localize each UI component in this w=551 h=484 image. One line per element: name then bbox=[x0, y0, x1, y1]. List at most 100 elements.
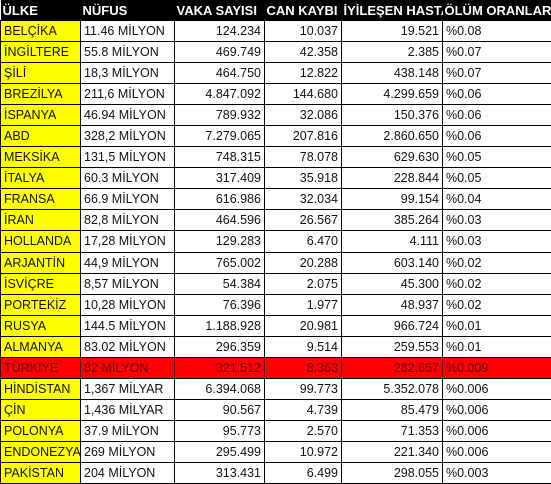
recovered-cell: 282.657 bbox=[342, 357, 443, 378]
population-cell: 8,57 MİLYON bbox=[81, 273, 175, 294]
deaths-cell: 78.078 bbox=[265, 147, 342, 168]
deaths-cell: 6.499 bbox=[265, 462, 342, 483]
cases-cell: 464.596 bbox=[175, 210, 265, 231]
population-cell: 204 MİLYON bbox=[81, 462, 175, 483]
population-cell: 82 MİLYON bbox=[81, 357, 175, 378]
recovered-cell: 45.300 bbox=[342, 273, 443, 294]
country-cell: ENDONEZYA bbox=[1, 441, 81, 462]
country-cell: ŞİLİ bbox=[1, 63, 81, 84]
country-cell: İSPANYA bbox=[1, 105, 81, 126]
cases-cell: 296.359 bbox=[175, 336, 265, 357]
country-cell: ALMANYA bbox=[1, 336, 81, 357]
death-rate-cell: %0.009 bbox=[443, 357, 551, 378]
deaths-cell: 35.918 bbox=[265, 168, 342, 189]
country-cell: İRAN bbox=[1, 210, 81, 231]
deaths-cell: 8.363 bbox=[265, 357, 342, 378]
population-cell: 269 MİLYON bbox=[81, 441, 175, 462]
death-rate-cell: %0.03 bbox=[443, 231, 551, 252]
country-cell: BREZİLYA bbox=[1, 84, 81, 105]
country-cell: TÜRKİYE bbox=[1, 357, 81, 378]
death-rate-cell: %0.02 bbox=[443, 294, 551, 315]
cases-cell: 469.749 bbox=[175, 42, 265, 63]
deaths-cell: 9.514 bbox=[265, 336, 342, 357]
country-cell: BELÇİKA bbox=[1, 21, 81, 42]
death-rate-cell: %0.006 bbox=[443, 420, 551, 441]
recovered-cell: 298.055 bbox=[342, 462, 443, 483]
country-cell: İNGİLTERE bbox=[1, 42, 81, 63]
population-cell: 1,367 MİLYAR bbox=[81, 378, 175, 399]
country-cell: PORTEKİZ bbox=[1, 294, 81, 315]
population-cell: 328,2 MİLYON bbox=[81, 126, 175, 147]
death-rate-cell: %0.006 bbox=[443, 378, 551, 399]
recovered-cell: 438.148 bbox=[342, 63, 443, 84]
deaths-cell: 207.816 bbox=[265, 126, 342, 147]
population-cell: 144.5 MİLYON bbox=[81, 315, 175, 336]
population-cell: 44,9 MİLYON bbox=[81, 252, 175, 273]
population-cell: 37.9 MİLYON bbox=[81, 420, 175, 441]
country-cell: HOLLANDA bbox=[1, 231, 81, 252]
cases-cell: 6.394.068 bbox=[175, 378, 265, 399]
cases-cell: 789.932 bbox=[175, 105, 265, 126]
cases-cell: 1.188.928 bbox=[175, 315, 265, 336]
header-death-rate: ÖLÜM ORANLARI bbox=[443, 0, 551, 21]
cases-cell: 54.384 bbox=[175, 273, 265, 294]
recovered-cell: 603.140 bbox=[342, 252, 443, 273]
cases-cell: 124.234 bbox=[175, 21, 265, 42]
cases-cell: 4.847.092 bbox=[175, 84, 265, 105]
population-cell: 55.8 MİLYON bbox=[81, 42, 175, 63]
death-rate-cell: %0.01 bbox=[443, 336, 551, 357]
death-rate-cell: %0.05 bbox=[443, 168, 551, 189]
death-rate-cell: %0.03 bbox=[443, 210, 551, 231]
population-cell: 82,8 MİLYON bbox=[81, 210, 175, 231]
deaths-cell: 10.037 bbox=[265, 21, 342, 42]
population-cell: 11.46 MİLYON bbox=[81, 21, 175, 42]
recovered-cell: 19.521 bbox=[342, 21, 443, 42]
recovered-cell: 966.724 bbox=[342, 315, 443, 336]
header-population: NÜFUS bbox=[81, 0, 175, 21]
deaths-cell: 99.773 bbox=[265, 378, 342, 399]
death-rate-cell: %0.01 bbox=[443, 315, 551, 336]
header-cases: VAKA SAYISI bbox=[175, 0, 265, 21]
cases-cell: 748.315 bbox=[175, 147, 265, 168]
population-cell: 18,3 MİLYON bbox=[81, 63, 175, 84]
recovered-cell: 4.299.659 bbox=[342, 84, 443, 105]
country-cell: RUSYA bbox=[1, 315, 81, 336]
death-rate-cell: %0.07 bbox=[443, 63, 551, 84]
recovered-cell: 48.937 bbox=[342, 294, 443, 315]
death-rate-cell: %0.006 bbox=[443, 441, 551, 462]
country-cell: FRANSA bbox=[1, 189, 81, 210]
recovered-cell: 4.111 bbox=[342, 231, 443, 252]
death-rate-cell: %0.003 bbox=[443, 462, 551, 483]
recovered-cell: 99.154 bbox=[342, 189, 443, 210]
death-rate-cell: %0.02 bbox=[443, 273, 551, 294]
deaths-cell: 42.358 bbox=[265, 42, 342, 63]
deaths-cell: 32.034 bbox=[265, 189, 342, 210]
cases-cell: 95.773 bbox=[175, 420, 265, 441]
deaths-cell: 12.822 bbox=[265, 63, 342, 84]
header-recovered: İYİLEŞEN HASTA bbox=[342, 0, 443, 21]
cases-cell: 7.279.065 bbox=[175, 126, 265, 147]
cases-cell: 129.283 bbox=[175, 231, 265, 252]
death-rate-cell: %0.05 bbox=[443, 147, 551, 168]
recovered-cell: 259.553 bbox=[342, 336, 443, 357]
cases-cell: 76.396 bbox=[175, 294, 265, 315]
country-cell: PAKİSTAN bbox=[1, 462, 81, 483]
country-cell: İSVİÇRE bbox=[1, 273, 81, 294]
recovered-cell: 221.340 bbox=[342, 441, 443, 462]
deaths-cell: 2.570 bbox=[265, 420, 342, 441]
deaths-cell: 20.288 bbox=[265, 252, 342, 273]
population-cell: 46.94 MİLYON bbox=[81, 105, 175, 126]
